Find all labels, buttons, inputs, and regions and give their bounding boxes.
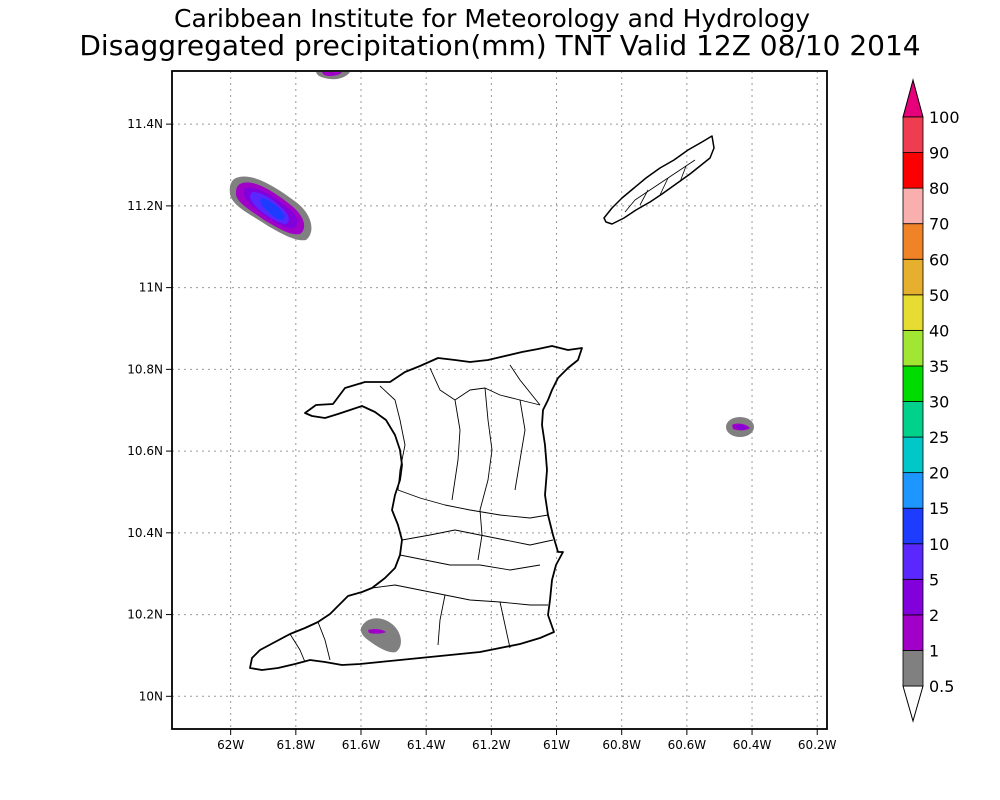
precip-cell-south xyxy=(360,618,401,653)
x-tick-label: 61.6W xyxy=(342,738,381,752)
y-tick-label: 10.2N xyxy=(127,608,163,622)
colorbar-swatch xyxy=(902,329,924,367)
colorbar-swatch xyxy=(902,401,924,438)
x-tick-label: 60.4W xyxy=(733,738,772,752)
colorbar-level-label: 25 xyxy=(929,428,949,447)
x-tick-label: 61W xyxy=(543,738,570,752)
x-tick-label: 61.4W xyxy=(407,738,446,752)
x-tick-label: 60.8W xyxy=(602,738,641,752)
y-tick-label: 10.8N xyxy=(127,362,163,376)
colorbar-level-label: 100 xyxy=(929,108,960,127)
colorbar-swatch xyxy=(902,650,924,687)
colorbar-swatch xyxy=(902,365,924,402)
map-background xyxy=(172,71,827,729)
colorbar-level-label: 15 xyxy=(929,499,949,518)
colorbar-over-triangle xyxy=(902,78,924,118)
colorbar-swatch xyxy=(902,187,924,225)
colorbar-swatch xyxy=(902,116,924,153)
colorbar-level-label: 35 xyxy=(929,357,949,376)
colorbar-level-label: 2 xyxy=(929,606,939,625)
colorbar-swatch xyxy=(902,578,924,616)
colorbar-swatch xyxy=(902,507,924,545)
tobago-coastline xyxy=(603,135,715,225)
colorbar-swatch xyxy=(902,614,924,651)
colorbar-under-triangle xyxy=(902,685,924,723)
y-tick-label: 11.4N xyxy=(127,117,163,131)
colorbar-level-label: 0.5 xyxy=(929,677,954,696)
longitude-tick-labels: 62W 61.8W 61.6W 61.4W 61.2W 61W 60.8W 60.6W 60.4… xyxy=(217,729,837,752)
colorbar-swatch xyxy=(902,436,924,474)
x-tick-label: 60.6W xyxy=(668,738,707,752)
colorbar-level-label: 40 xyxy=(929,321,949,340)
colorbar-swatch xyxy=(902,223,924,260)
colorbar-swatch xyxy=(902,472,924,509)
colorbar-level-label: 70 xyxy=(929,215,949,234)
y-tick-label: 10.6N xyxy=(127,444,163,458)
x-tick-label: 61.2W xyxy=(472,738,511,752)
colorbar-level-label: 20 xyxy=(929,464,949,483)
map-frame xyxy=(171,70,828,730)
y-tick-label: 10.4N xyxy=(127,526,163,540)
colorbar-swatch xyxy=(902,294,924,331)
y-tick-label: 11.2N xyxy=(127,199,163,213)
precip-cell-east xyxy=(726,417,754,437)
y-tick-label: 10N xyxy=(139,689,163,703)
precip-cell-northwest xyxy=(229,176,312,241)
colorbar-swatch xyxy=(902,152,924,189)
colorbar-level-label: 10 xyxy=(929,535,949,554)
map-subtitle: Disaggregated precipitation(mm) TNT Vali… xyxy=(79,29,920,62)
y-tick-label: 11N xyxy=(139,281,163,295)
colorbar-level-label: 5 xyxy=(929,570,939,589)
colorbar-swatch xyxy=(902,258,924,296)
precip-cell-north-edge xyxy=(316,72,350,80)
coastline-and-boundaries xyxy=(249,135,715,671)
colorbar-level-label: 80 xyxy=(929,179,949,198)
x-tick-label: 60.2W xyxy=(798,738,837,752)
colorbar-swatch xyxy=(902,543,924,580)
colorbar-level-label: 90 xyxy=(929,144,949,163)
latitude-tick-labels: 10N 10.2N 10.4N 10.6N 10.8N 11N 11.2N 11.4N xyxy=(127,117,172,703)
trinidad-coastline xyxy=(249,345,583,671)
colorbar-level-label: 30 xyxy=(929,393,949,412)
x-tick-label: 62W xyxy=(217,738,244,752)
colorbar-level-label: 50 xyxy=(929,286,949,305)
colorbar-level-label: 1 xyxy=(929,641,939,660)
colorbar-level-label: 60 xyxy=(929,250,949,269)
x-tick-label: 61.8W xyxy=(277,738,316,752)
map-title: Caribbean Institute for Meteorology and … xyxy=(174,4,810,33)
precipitation-shading xyxy=(229,72,754,653)
